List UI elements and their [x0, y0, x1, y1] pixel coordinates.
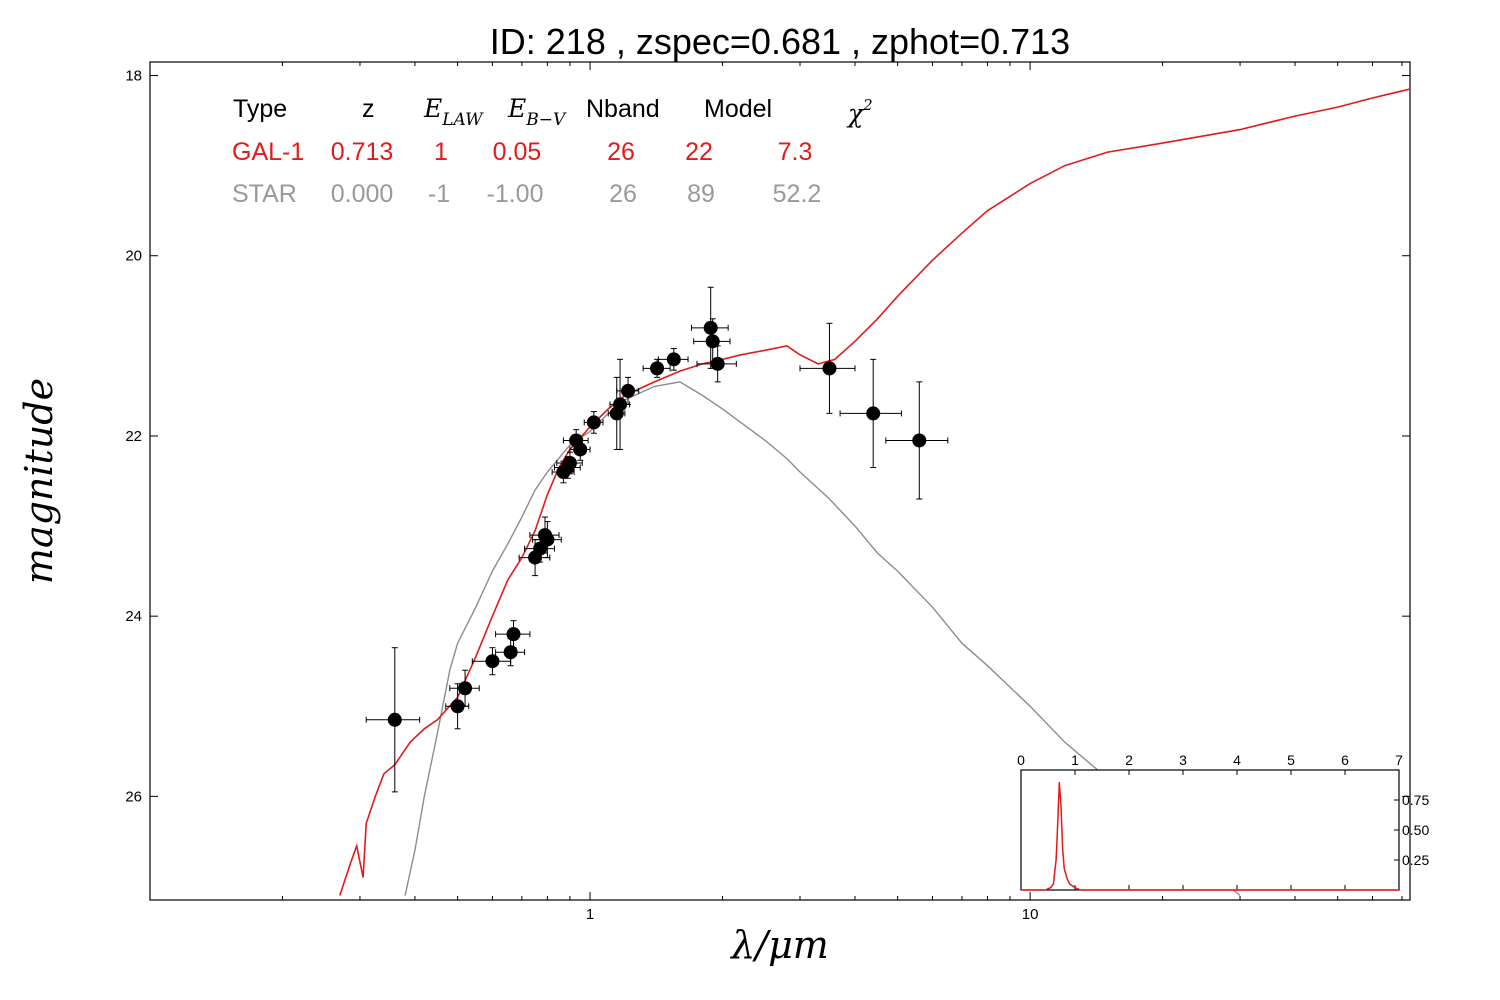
- y-tick-label: 22: [125, 428, 142, 445]
- row-galaxy-nband: 26: [607, 138, 635, 166]
- fit-table: Type z ELAW EB−V Nband Model χ2 GAL-1 0.…: [232, 94, 873, 208]
- photometry-marker: [573, 442, 588, 457]
- photometry-marker: [586, 415, 601, 430]
- row-star-ebv: -1.00: [487, 180, 544, 208]
- inset-frame: [1020, 769, 1400, 891]
- header-ebv: EB−V: [507, 94, 567, 130]
- photometry-point: [556, 451, 583, 475]
- row-star: STAR 0.000 -1 -1.00 26 89 52.2: [232, 180, 821, 208]
- photometry-marker: [822, 361, 837, 376]
- star-template-line: [404, 381, 1241, 897]
- photometry-point: [642, 358, 671, 378]
- photometry-marker: [485, 654, 500, 669]
- photometry-point: [657, 348, 689, 371]
- inset-x-tick-label: 0: [1017, 752, 1025, 768]
- y-tick-label: 24: [125, 608, 142, 625]
- photometry-point: [569, 438, 591, 461]
- photometry-marker: [705, 334, 720, 349]
- header-z: z: [362, 95, 375, 123]
- header-chi2: χ2: [846, 96, 873, 128]
- row-galaxy-type: GAL-1: [232, 138, 304, 166]
- photometry-marker: [710, 356, 725, 371]
- photometry-point: [532, 521, 562, 559]
- plot-frame: [149, 61, 1411, 901]
- inset-x-tick-label: 1: [1071, 752, 1079, 768]
- photometry-marker: [912, 433, 927, 448]
- x-tick-label: 10: [1022, 906, 1039, 923]
- inset-x-tick-label: 6: [1341, 752, 1349, 768]
- row-star-chi2: 52.2: [773, 180, 822, 208]
- photometry-marker: [866, 406, 881, 421]
- header-model: Model: [704, 95, 772, 123]
- series-group: [339, 88, 1410, 897]
- photometry-marker: [650, 361, 665, 376]
- row-galaxy-ebv: 0.05: [493, 138, 542, 166]
- photometry-marker: [540, 532, 555, 547]
- y-tick-label: 26: [125, 788, 142, 805]
- inset-x-tick-label: 3: [1179, 752, 1187, 768]
- galaxy-template-line: [339, 88, 1410, 896]
- inset-y-tick-label: 0.50: [1402, 822, 1429, 838]
- inset-y-tick-label: 0.75: [1402, 792, 1429, 808]
- inset-plot: [1021, 781, 1399, 891]
- photometry-point: [839, 358, 902, 468]
- photometry-point: [583, 411, 604, 434]
- inset-x-tick-label: 2: [1125, 752, 1133, 768]
- pdz-line: [1021, 781, 1399, 891]
- photometry-point: [445, 683, 470, 730]
- photometry-marker: [450, 699, 465, 714]
- inset-x-tick-label: 4: [1233, 752, 1241, 768]
- plot-area: [339, 88, 1410, 897]
- pdz-inset: 0 1 2 3 4 5 6 7 0.25 0.50 0.75: [1017, 752, 1429, 891]
- inset-y-tick-label: 0.25: [1402, 852, 1429, 868]
- row-star-type: STAR: [232, 180, 297, 208]
- header-nband: Nband: [586, 95, 660, 123]
- y-axis-label: magnitude: [17, 378, 61, 584]
- photometry-point: [616, 376, 640, 405]
- photometry-point: [449, 669, 480, 707]
- row-star-nband: 26: [609, 180, 637, 208]
- photometry-point: [495, 620, 531, 649]
- row-star-z: 0.000: [331, 180, 394, 208]
- row-star-elaw: -1: [428, 180, 450, 208]
- photometry-point: [885, 381, 949, 500]
- x-tick-label: 1: [586, 906, 594, 923]
- inset-axes: 0 1 2 3 4 5 6 7 0.25 0.50 0.75: [1017, 752, 1429, 890]
- photometry-marker: [506, 627, 521, 642]
- photometry-marker: [562, 455, 577, 470]
- photometry-marker: [458, 681, 473, 696]
- photometry-point: [690, 286, 729, 369]
- header-type: Type: [233, 95, 287, 123]
- row-galaxy-elaw: 1: [434, 138, 448, 166]
- row-galaxy-chi2: 7.3: [778, 138, 813, 166]
- photometry-marker: [613, 397, 628, 412]
- inset-x-tick-label: 5: [1287, 752, 1295, 768]
- photometry-point: [696, 345, 737, 383]
- header-elaw: ELAW: [423, 94, 484, 130]
- photometry-point: [693, 318, 731, 365]
- photometry-marker: [666, 352, 681, 367]
- photometry-point: [495, 638, 526, 667]
- photometry-marker: [621, 383, 636, 398]
- photometry-point: [799, 322, 856, 414]
- photometry-marker: [503, 645, 518, 660]
- row-galaxy-model: 22: [685, 138, 713, 166]
- photometry-marker: [703, 320, 718, 335]
- row-galaxy: GAL-1 0.713 1 0.05 26 22 7.3: [232, 138, 812, 166]
- photometry-point: [365, 647, 421, 793]
- inset-x-tick-label: 7: [1395, 752, 1403, 768]
- y-tick-label: 20: [125, 248, 142, 265]
- x-axis-label: λ/μm: [729, 923, 829, 967]
- y-tick-label: 18: [125, 68, 142, 85]
- row-star-model: 89: [687, 180, 715, 208]
- photometry-marker: [387, 712, 402, 727]
- chart-title: ID: 218 , zspec=0.681 , zphot=0.713: [490, 21, 1070, 62]
- x-axis: 1 10: [281, 62, 1403, 923]
- row-galaxy-z: 0.713: [331, 138, 394, 166]
